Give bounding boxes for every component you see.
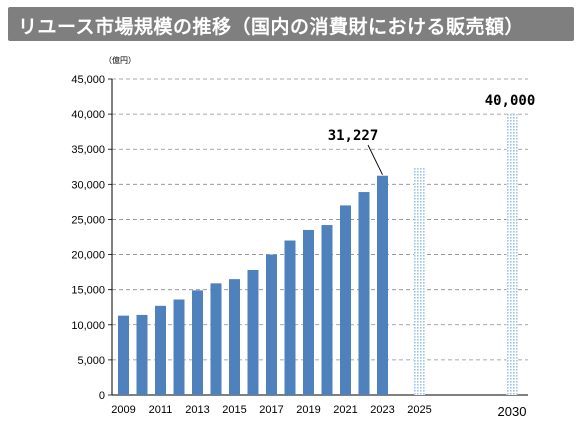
title-bar: リユース市場規模の推移（国内の消費財における販売額） bbox=[8, 7, 574, 41]
x-tick-label: 2013 bbox=[185, 404, 209, 416]
forecast-bar-2025 bbox=[414, 166, 425, 395]
x-tick-label: 2021 bbox=[333, 404, 357, 416]
callout-line bbox=[367, 144, 383, 175]
bar-2013 bbox=[192, 290, 203, 395]
unit-label: （億円） bbox=[104, 55, 136, 65]
callout-label-2023: 31,227 bbox=[328, 128, 379, 144]
bar-2021 bbox=[340, 205, 351, 395]
bar-2023 bbox=[377, 175, 388, 395]
x-tick-label: 2025 bbox=[407, 404, 431, 416]
y-tick-label: 40,000 bbox=[71, 109, 105, 121]
bar-2011 bbox=[155, 305, 166, 395]
x-tick-label: 2023 bbox=[370, 404, 394, 416]
y-tick-label: 10,000 bbox=[71, 320, 105, 332]
bar-2014 bbox=[210, 283, 222, 395]
bar-2016 bbox=[247, 270, 259, 395]
chart-title: リユース市場規模の推移（国内の消費財における販売額） bbox=[18, 16, 525, 38]
bar-2020 bbox=[321, 225, 333, 395]
bar-2015 bbox=[229, 279, 240, 395]
x-tick-label: 2011 bbox=[149, 404, 173, 416]
y-tick-label: 35,000 bbox=[71, 144, 105, 156]
y-tick-label: 45,000 bbox=[71, 74, 105, 86]
callout-label-2030: 40,000 bbox=[485, 93, 536, 109]
x-tick-label: 2019 bbox=[296, 404, 320, 416]
x-tick-label: 2017 bbox=[259, 404, 283, 416]
bar-2018 bbox=[284, 240, 296, 395]
bar-2012 bbox=[173, 299, 185, 395]
y-tick-label: 25,000 bbox=[71, 214, 105, 226]
bar-2017 bbox=[266, 254, 277, 395]
x-tick-label: 2009 bbox=[111, 404, 135, 416]
x-tick-label: 2030 bbox=[498, 404, 527, 419]
y-tick-label: 0 bbox=[99, 390, 105, 402]
bar-2009 bbox=[118, 315, 129, 395]
forecast-bar-2030 bbox=[506, 114, 518, 395]
y-tick-label: 20,000 bbox=[71, 250, 105, 262]
y-tick-label: 15,000 bbox=[71, 285, 105, 297]
y-tick-label: 5,000 bbox=[77, 355, 105, 367]
y-tick-label: 30,000 bbox=[71, 179, 105, 191]
bar-2022 bbox=[358, 192, 370, 395]
bar-2010 bbox=[136, 314, 148, 395]
x-tick-label: 2015 bbox=[222, 404, 246, 416]
bar-2019 bbox=[303, 229, 314, 395]
